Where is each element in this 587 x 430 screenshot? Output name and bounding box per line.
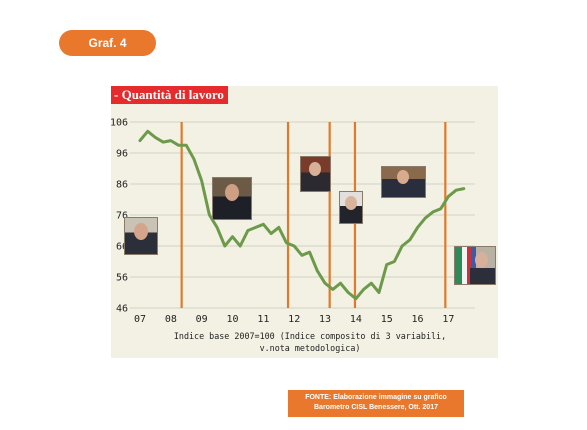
y-tick-label: 86	[116, 180, 128, 191]
x-tick-label: 15	[381, 314, 393, 325]
series-line	[138, 129, 466, 301]
x-tick-label: 17	[442, 314, 454, 325]
x-tick-label: 09	[196, 314, 208, 325]
source-line-2: Barometro CISL Benessere, Ott. 2017	[314, 404, 438, 411]
x-tick-label: 10	[226, 314, 238, 325]
portrait-photo-3	[300, 156, 331, 192]
y-tick-label: 46	[116, 304, 128, 315]
portrait-photo-6	[454, 246, 496, 285]
y-tick-label: 76	[116, 211, 128, 222]
y-tick-label: 96	[116, 149, 128, 160]
axis-caption: Indice base 2007=100 (Indice composito d…	[150, 330, 470, 354]
x-tick-label: 11	[257, 314, 269, 325]
y-tick-label: 66	[116, 242, 128, 253]
caption-line-2: v.nota metodologica)	[259, 343, 361, 353]
graph-number-badge: Graf. 4	[59, 30, 156, 56]
x-tick-label: 08	[165, 314, 177, 325]
x-tick-label: 13	[319, 314, 331, 325]
y-tick-label: 56	[116, 273, 128, 284]
x-tick-label: 16	[412, 314, 424, 325]
caption-line-1: Indice base 2007=100 (Indice composito d…	[173, 331, 447, 341]
portrait-photo-1	[124, 217, 158, 255]
chart-title: - Quantità di lavoro	[111, 86, 228, 104]
y-tick-label: 106	[110, 118, 128, 129]
source-box: FONTE: Elaborazione immagine su grafico …	[288, 390, 464, 417]
x-tick-label: 07	[134, 314, 146, 325]
badge-label: Graf. 4	[88, 36, 127, 50]
chart-panel	[111, 86, 498, 358]
x-tick-label: 14	[350, 314, 362, 325]
portrait-photo-2	[212, 177, 252, 220]
portrait-photo-4	[339, 191, 363, 224]
source-line-1: FONTE: Elaborazione immagine su grafico	[305, 394, 447, 401]
x-tick-label: 12	[288, 314, 300, 325]
portrait-photo-5	[381, 166, 426, 198]
